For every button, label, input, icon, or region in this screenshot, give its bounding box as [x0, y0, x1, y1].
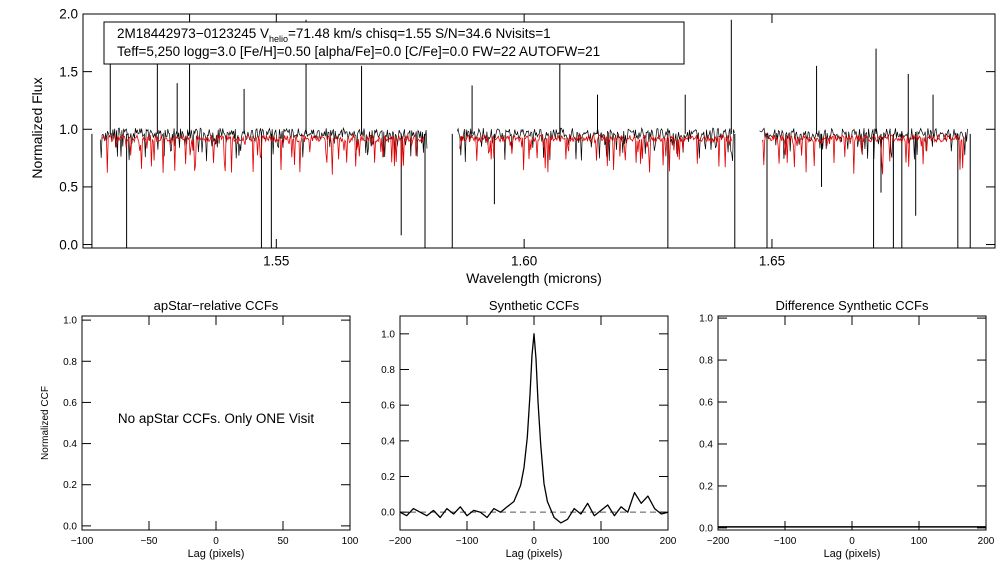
- spectrum-panel: 1.55 1.60 1.65 0.0 0.5 1.0 1.5 2.0 2M18442973−0…: [29, 7, 996, 286]
- difference-ccf-xtick-label: 200: [978, 536, 995, 547]
- difference-ccf-frame: [717, 315, 987, 531]
- synthetic-ccf-panel: Synthetic CCFs −200 −100 0 100 200 0.0 0.2 0.4 0…: [381, 298, 677, 560]
- info-line-2: Teff=5,250 logg=3.0 [Fe/H]=0.50 [alpha/F…: [117, 44, 600, 59]
- difference-ccf-panel: Difference Synthetic CCFs −200 −100 0 100 20…: [699, 298, 995, 560]
- spectrum-xtick-label: 1.65: [759, 254, 785, 269]
- spectrum-ylabel: Normalized Flux: [29, 77, 45, 178]
- synthetic-ccf-ytick-label: 0.2: [381, 472, 395, 483]
- synthetic-ccf-ytick-label: 0.0: [381, 508, 395, 519]
- difference-ccf-ytick-label: 0.8: [699, 356, 713, 367]
- observed-spectrum-line: [99, 126, 968, 163]
- spectrum-xlabel: Wavelength (microns): [466, 270, 602, 286]
- synthetic-ccf-xtick-label: −100: [456, 536, 479, 547]
- synthetic-ccf-ytick-label: 1.0: [381, 329, 395, 340]
- apstar-ccf-ytick-label: 0.8: [63, 357, 77, 368]
- difference-ccf-ytick-label: 0.4: [699, 439, 713, 450]
- apstar-ccf-title: apStar−relative CCFs: [154, 298, 279, 313]
- apstar-ccf-xtick-label: −100: [71, 536, 94, 547]
- synthetic-ccf-ticks: −200 −100 0 100 200 0.0 0.2 0.4 0.6 0.8 1.0: [381, 316, 677, 547]
- spectrum-ticks: 1.55 1.60 1.65 0.0 0.5 1.0 1.5 2.0: [59, 7, 995, 269]
- synthetic-ccf-ytick-label: 0.8: [381, 365, 395, 376]
- difference-ccf-ticks: −200 −100 0 100 200 0.0 0.2 0.4 0.6 0.8 1.0: [699, 314, 995, 547]
- apstar-ccf-ytick-label: 1.0: [63, 316, 77, 327]
- apstar-ccf-xtick-label: −50: [141, 536, 158, 547]
- synthetic-spectrum-line: [102, 133, 965, 175]
- apstar-ccf-xtick-label: 50: [277, 536, 289, 547]
- spectrum-ytick-label: 1.5: [59, 64, 78, 79]
- synthetic-ccf-ytick-label: 0.6: [381, 401, 395, 412]
- spectrum-xtick-label: 1.60: [511, 254, 537, 269]
- synthetic-ccf-title: Synthetic CCFs: [489, 298, 580, 313]
- spectrum-xtick-label: 1.55: [263, 254, 289, 269]
- difference-ccf-xtick-label: −200: [707, 536, 730, 547]
- apstar-ccf-xlabel: Lag (pixels): [188, 548, 245, 560]
- synthetic-ccf-traces: [399, 333, 669, 524]
- spectrum-traces: [91, 14, 971, 248]
- spectrum-ytick-label: 1.0: [59, 122, 78, 137]
- info-line-1: 2M18442973−0123245 Vhelio=71.48 km/s chi…: [117, 26, 551, 44]
- synthetic-ccf-xtick-label: 0: [531, 536, 537, 547]
- difference-ccf-xtick-label: −100: [774, 536, 797, 547]
- spectrum-plot-frame: [82, 13, 996, 249]
- synthetic-ccf-xlabel: Lag (pixels): [506, 548, 563, 560]
- info-line-1-subscript: helio: [269, 34, 288, 44]
- difference-ccf-title: Difference Synthetic CCFs: [776, 298, 929, 313]
- info-box: [103, 21, 685, 65]
- apstar-ccf-xtick-label: 100: [342, 536, 359, 547]
- difference-ccf-xtick-label: 0: [849, 536, 855, 547]
- apstar-ccf-ytick-label: 0.6: [63, 398, 77, 409]
- apstar-ccf-ytick-label: 0.0: [63, 521, 77, 532]
- synthetic-ccf-xtick-label: −200: [389, 536, 412, 547]
- synthetic-ccf-xtick-label: 200: [660, 536, 677, 547]
- difference-ccf-ytick-label: 0.2: [699, 481, 713, 492]
- difference-ccf-ytick-label: 0.6: [699, 398, 713, 409]
- apstar-ccf-xtick-label: 0: [213, 536, 219, 547]
- apstar-ccf-ticks: −100 −50 0 50 100 0.0 0.2 0.4 0.6 0.8 1.0: [63, 316, 359, 547]
- synthetic-ccf-curve: [399, 333, 669, 524]
- synthetic-ccf-ytick-label: 0.4: [381, 436, 395, 447]
- difference-ccf-ytick-label: 1.0: [699, 314, 713, 325]
- spectrum-ytick-label: 0.5: [59, 180, 78, 195]
- apstar-ccf-panel: apStar−relative CCFs −100 −50 0 50 100 0.0 0.2…: [40, 298, 359, 560]
- difference-ccf-ytick-label: 0.0: [699, 523, 713, 534]
- apstar-ccf-ytick-label: 0.2: [63, 480, 77, 491]
- synthetic-ccf-frame: [399, 315, 669, 531]
- difference-ccf-xlabel: Lag (pixels): [824, 548, 881, 560]
- apstar-ccf-ytick-label: 0.4: [63, 439, 77, 450]
- apstar-ccf-message: No apStar CCFs. Only ONE Visit: [118, 411, 315, 426]
- difference-ccf-xtick-label: 100: [911, 536, 928, 547]
- apstar-ccf-ylabel: Normalized CCF: [40, 386, 51, 460]
- spectrum-ytick-label: 2.0: [59, 7, 78, 22]
- synthetic-ccf-xtick-label: 100: [593, 536, 610, 547]
- spectrum-ytick-label: 0.0: [59, 237, 78, 252]
